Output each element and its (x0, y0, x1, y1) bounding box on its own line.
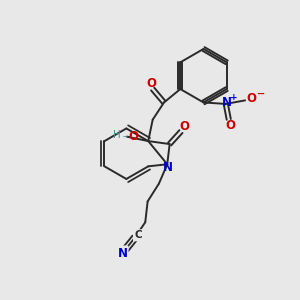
Text: +: + (230, 93, 238, 102)
Text: C: C (134, 230, 142, 240)
Text: −: − (256, 89, 265, 99)
Text: O: O (146, 76, 156, 90)
Text: O: O (179, 120, 189, 133)
Text: H: H (113, 130, 121, 140)
Text: N: N (117, 247, 128, 260)
Text: O: O (247, 92, 256, 105)
Text: O: O (128, 130, 138, 142)
Text: O: O (225, 119, 235, 132)
Text: –: – (122, 131, 127, 141)
Text: N: N (163, 161, 173, 174)
Text: N: N (222, 96, 232, 109)
